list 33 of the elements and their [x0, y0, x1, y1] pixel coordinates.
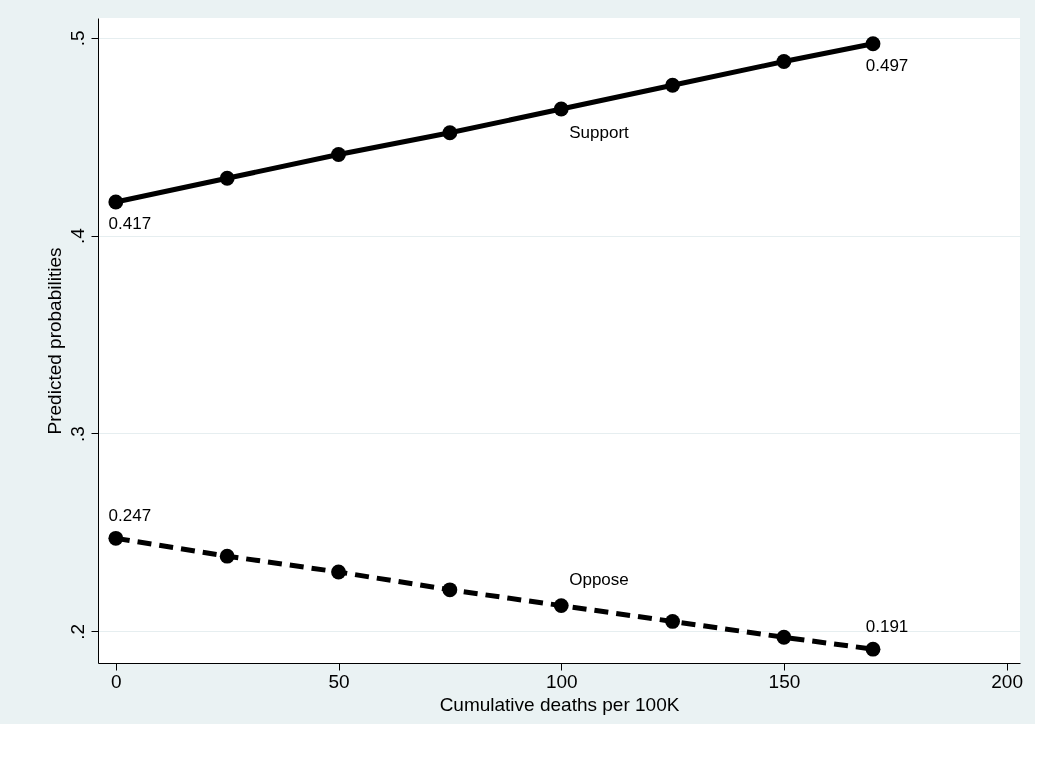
- point: [108, 530, 124, 546]
- series-label: Oppose: [569, 569, 629, 589]
- y-tick-label: .5: [66, 30, 88, 47]
- x-tick-label: 150: [768, 670, 801, 692]
- point: [553, 101, 569, 117]
- y-tick-label: .2: [66, 623, 88, 640]
- x-tick-label: 50: [328, 670, 350, 692]
- data-label: 0.191: [865, 617, 909, 637]
- y-axis-title: Predicted probabilities: [43, 247, 65, 435]
- point: [776, 629, 792, 645]
- point: [442, 582, 458, 598]
- series-label: Support: [569, 123, 630, 143]
- point: [331, 564, 346, 580]
- x-tick-label: 100: [545, 670, 578, 692]
- point: [219, 170, 235, 186]
- point: [331, 147, 346, 162]
- point: [108, 194, 124, 210]
- data-label: 0.417: [108, 214, 152, 233]
- point: [219, 548, 235, 564]
- y-tick-label: .3: [66, 426, 88, 442]
- x-tick-label: 200: [991, 670, 1023, 692]
- y-tick-label: .4: [66, 227, 88, 245]
- point: [776, 54, 792, 69]
- point: [865, 641, 881, 657]
- point: [442, 125, 458, 141]
- x-tick-label: 0: [111, 670, 122, 692]
- data-label: 0.247: [108, 506, 152, 526]
- point: [665, 614, 680, 629]
- data-label: 0.497: [865, 55, 909, 75]
- point: [665, 77, 680, 93]
- point: [553, 598, 569, 614]
- point: [865, 36, 881, 52]
- x-axis-title: Cumulative deaths per 100K: [439, 693, 680, 715]
